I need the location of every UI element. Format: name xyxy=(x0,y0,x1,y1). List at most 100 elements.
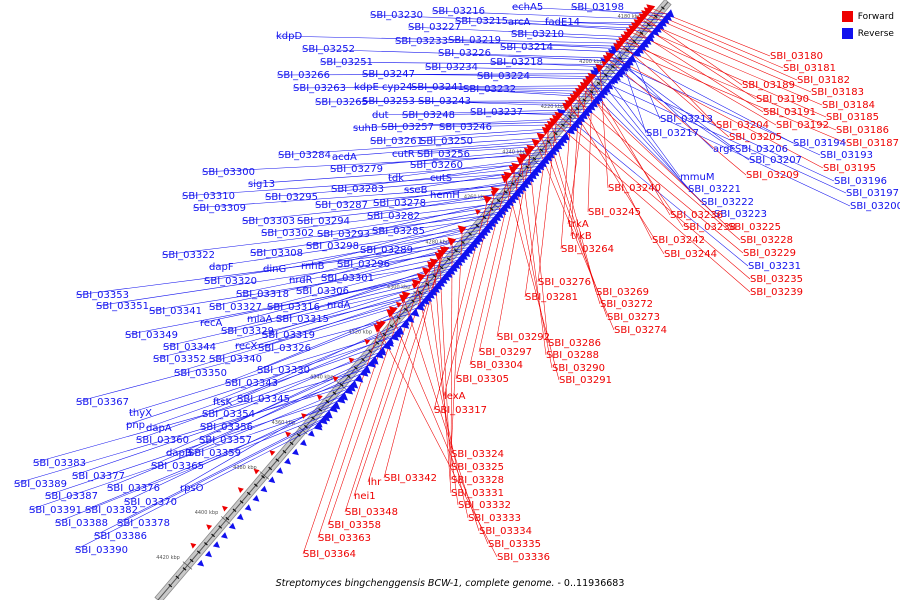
reverse-gene-label: SBI_03257 xyxy=(381,122,434,133)
reverse-connector xyxy=(203,237,479,282)
reverse-gene-label: SBI_03344 xyxy=(163,342,216,353)
forward-gene-label: SBI_03272 xyxy=(600,299,653,310)
forward-gene-label: SBI_03209 xyxy=(746,170,799,181)
ruler-tick xyxy=(221,516,231,525)
reverse-gene xyxy=(497,207,505,215)
reverse-gene-label: SBI_03285 xyxy=(372,226,425,237)
reverse-gene xyxy=(636,16,645,25)
reverse-connector xyxy=(454,20,658,30)
forward-connector xyxy=(390,312,489,545)
reverse-gene xyxy=(595,64,605,73)
reverse-gene-label: SBI_03206 xyxy=(735,144,788,155)
forward-gene xyxy=(395,301,402,308)
reverse-gene-label: SBI_03320 xyxy=(204,276,257,287)
ruler-tick xyxy=(567,110,577,119)
reverse-gene xyxy=(576,115,584,122)
forward-connector xyxy=(469,166,517,366)
forward-gene-label: SBI_03186 xyxy=(836,125,889,136)
forward-connector xyxy=(569,103,665,255)
reverse-gene-label: SBI_03230 xyxy=(370,10,423,21)
reverse-gene-label: SBI_03367 xyxy=(76,397,129,408)
reverse-gene-label: SBI_03301 xyxy=(321,273,374,284)
gene-boundary-mark xyxy=(532,156,537,161)
reverse-gene xyxy=(307,430,315,437)
reverse-connector xyxy=(381,86,604,92)
forward-gene-label: SBI_03204 xyxy=(716,120,769,131)
reverse-gene-label: SBI_03284 xyxy=(278,150,331,161)
reverse-connector xyxy=(224,306,420,384)
reverse-gene-label: SBI_03194 xyxy=(793,138,846,149)
forward-gene-label: SBI_03235 xyxy=(750,274,803,285)
gene-boundary-mark xyxy=(325,399,330,404)
gene-boundary-mark xyxy=(318,408,323,412)
reverse-gene-label: SBI_03197 xyxy=(846,188,899,199)
reverse-gene-label: SBI_03216 xyxy=(432,6,485,17)
reverse-gene-label: SBI_03387 xyxy=(45,491,98,502)
reverse-gene xyxy=(331,402,339,409)
reverse-gene-label: SBI_03295 xyxy=(265,192,318,203)
reverse-gene-label: SBI_03232 xyxy=(463,84,516,95)
reverse-gene-label: SBI_03302 xyxy=(261,228,314,239)
gene-boundary-mark xyxy=(632,39,637,44)
reverse-gene xyxy=(508,165,518,175)
forward-connector xyxy=(426,271,459,506)
reverse-gene xyxy=(373,324,383,333)
forward-connector xyxy=(553,121,751,293)
forward-gene-label: SBI_03305 xyxy=(456,374,509,385)
reverse-gene-label: fadE14 xyxy=(545,17,580,28)
reverse-gene-label: SBI_03253 xyxy=(362,96,415,107)
gene-boundary-mark xyxy=(432,274,437,278)
reverse-gene xyxy=(641,10,651,19)
reverse-gene-label: SBI_03279 xyxy=(330,164,383,175)
reverse-gene xyxy=(276,467,284,474)
reverse-gene-label: miaA xyxy=(247,314,273,325)
gene-boundary-mark xyxy=(311,416,315,420)
reverse-gene xyxy=(631,50,639,57)
reverse-gene-label: SBI_03263 xyxy=(293,83,346,94)
ruler-tick-label: 4300 kbp xyxy=(387,285,411,291)
reverse-gene xyxy=(552,142,560,150)
ruler-tick xyxy=(490,200,500,209)
forward-gene xyxy=(222,505,228,512)
reverse-gene-label: SBI_03223 xyxy=(714,209,767,220)
map-caption: Streptomyces bingchenggensis BCW-1, comp… xyxy=(0,578,900,589)
reverse-gene xyxy=(450,263,457,270)
gene-boundary-mark xyxy=(182,567,187,571)
reverse-gene xyxy=(434,252,444,261)
forward-connector xyxy=(560,100,573,250)
reverse-connector xyxy=(212,324,405,403)
reverse-gene xyxy=(411,279,421,288)
gene-boundary-mark xyxy=(275,458,280,462)
reverse-gene xyxy=(299,439,307,446)
reverse-connector xyxy=(607,58,821,156)
forward-connector xyxy=(367,250,445,483)
reverse-gene-label: SBI_03283 xyxy=(331,184,384,195)
reverse-connector xyxy=(424,66,622,71)
forward-gene-label: SBI_03236 xyxy=(670,210,723,221)
forward-gene-label: SBI_03242 xyxy=(652,235,705,246)
forward-gene-label: SBI_03269 xyxy=(596,287,649,298)
reverse-gene-label: SBI_03386 xyxy=(94,531,147,542)
reverse-gene-label: SBI_03261 xyxy=(370,136,423,147)
reverse-connector xyxy=(372,181,527,204)
forward-connector xyxy=(528,151,549,344)
reverse-connector xyxy=(84,408,334,511)
reverse-gene xyxy=(584,105,592,113)
forward-connector xyxy=(551,124,597,293)
sequence-range: - 0..11936683 xyxy=(554,578,625,589)
gene-boundary-mark xyxy=(211,533,215,538)
reverse-gene-label: SBI_03365 xyxy=(151,461,204,472)
reverse-gene xyxy=(516,156,526,166)
forward-connector xyxy=(567,82,588,225)
forward-connector xyxy=(648,10,784,69)
reverse-connector xyxy=(124,273,448,336)
gene-boundary-mark xyxy=(496,198,501,203)
reverse-gene xyxy=(465,244,473,252)
gene-boundary-mark xyxy=(553,131,558,136)
forward-connector xyxy=(377,327,498,558)
forward-connector xyxy=(570,91,580,237)
reverse-gene-label: SBI_03219 xyxy=(448,35,501,46)
gene-boundary-mark xyxy=(239,500,244,504)
reverse-gene-label: SBI_03248 xyxy=(402,110,455,121)
reverse-gene-label: SBI_03327 xyxy=(209,302,262,313)
